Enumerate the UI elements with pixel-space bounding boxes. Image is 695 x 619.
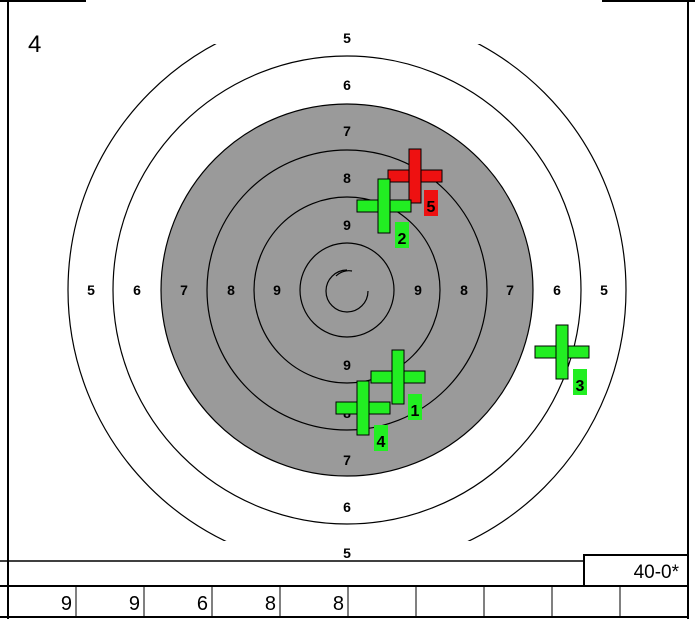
ring-9: [253, 196, 441, 384]
shot-number: 2: [398, 231, 407, 248]
ring-label-top: 5: [343, 30, 351, 46]
ring-label-top: 8: [343, 170, 351, 186]
shot-number: 3: [576, 378, 585, 395]
inner-ten: [325, 269, 369, 313]
ring-label-top: 6: [343, 77, 351, 93]
shot-number: 5: [427, 199, 436, 216]
score-cell: 8: [333, 593, 344, 615]
mask-bottom: [86, 541, 602, 561]
ring-label-right: 8: [460, 282, 468, 298]
ring-label-top: 7: [343, 123, 351, 139]
ring-label-right: 5: [600, 282, 608, 298]
ring-label-left: 8: [227, 282, 235, 298]
score-cell: 6: [197, 593, 208, 615]
shot-label-bg: [374, 425, 388, 451]
ring-label-left: 9: [273, 282, 281, 298]
ring-label-bottom: 5: [343, 545, 351, 561]
card-number: 4: [28, 31, 41, 58]
ring-label-right: 6: [553, 282, 561, 298]
score-cell: 9: [129, 593, 140, 615]
ring-label-right: 7: [506, 282, 514, 298]
shot-label-bg: [395, 222, 409, 248]
ring-label-right: 9: [414, 282, 422, 298]
score-cell: 8: [265, 593, 276, 615]
ring-label-bottom: 7: [343, 452, 351, 468]
ring-label-left: 5: [87, 282, 95, 298]
shot-number: 1: [411, 403, 420, 420]
shot-marker[interactable]: 1: [370, 349, 426, 420]
score-row: 9 9 6 8 8: [61, 586, 689, 617]
shot-label-bg: [424, 190, 438, 216]
total-score: 40-0*: [634, 562, 680, 583]
shot-label-bg: [408, 394, 422, 420]
shot-marker[interactable]: 5: [387, 148, 443, 216]
ring-label-left: 6: [133, 282, 141, 298]
black-zone: [160, 103, 534, 477]
score-cell: 9: [61, 593, 72, 615]
ring-label-left: 7: [180, 282, 188, 298]
ring-label-bottom: 6: [343, 499, 351, 515]
inner-ten-tick: [335, 270, 353, 277]
shot-marker[interactable]: 4: [335, 380, 391, 451]
shot-label-bg: [573, 369, 587, 395]
shot-marker[interactable]: 2: [356, 178, 412, 248]
ring-label-bottom: 9: [343, 357, 351, 373]
mask-top: [86, 0, 602, 44]
shot-marker[interactable]: 3: [534, 324, 590, 395]
shot-number: 4: [377, 434, 386, 451]
ring-10: [299, 242, 395, 338]
ring-6: [112, 55, 582, 525]
ring-8: [206, 149, 488, 431]
ring-label-top: 9: [343, 217, 351, 233]
